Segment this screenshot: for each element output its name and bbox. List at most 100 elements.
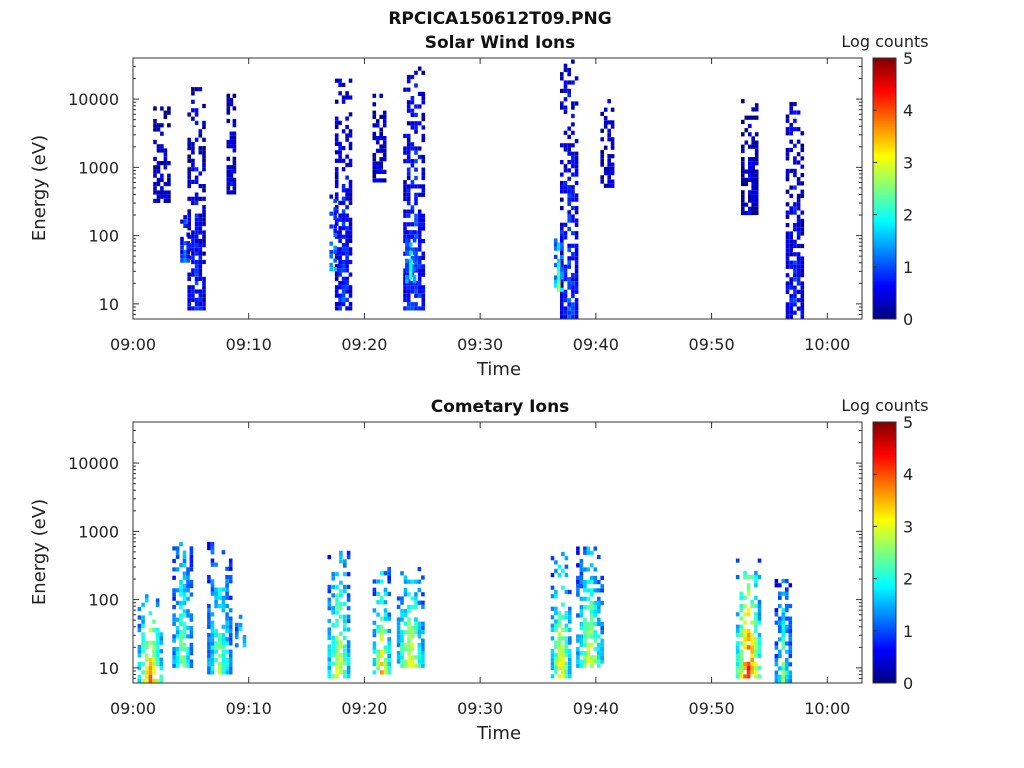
- heatmap-cell: [417, 306, 422, 311]
- heatmap-cell: [148, 661, 153, 667]
- heatmap-cell: [346, 597, 351, 602]
- heatmap-cell: [327, 631, 332, 636]
- heatmap-cell: [187, 167, 191, 172]
- heatmap-cell: [189, 613, 194, 618]
- heatmap-cell: [380, 653, 384, 658]
- heatmap-cell: [207, 657, 211, 663]
- heatmap-cell: [571, 314, 575, 319]
- heatmap-cell: [568, 653, 572, 658]
- heatmap-cell: [372, 169, 377, 174]
- heatmap-cell: [214, 628, 218, 634]
- heatmap-cell: [194, 112, 199, 117]
- heatmap-cell: [383, 571, 388, 576]
- heatmap-cell: [348, 78, 353, 83]
- heatmap-cell: [379, 114, 383, 119]
- heatmap-cell: [327, 648, 332, 653]
- heatmap-cell: [744, 177, 749, 182]
- heatmap-cell: [597, 646, 601, 652]
- heatmap-cell: [563, 264, 568, 269]
- heatmap-cell: [739, 670, 744, 675]
- heatmap-cell: [774, 658, 779, 663]
- heatmap-cell: [757, 649, 762, 654]
- heatmap-cell: [567, 285, 571, 290]
- heatmap-cell: [560, 226, 564, 232]
- heatmap-cell: [421, 159, 426, 164]
- heatmap-cell: [345, 281, 349, 286]
- heatmap-cell: [789, 248, 793, 253]
- heatmap-cell: [576, 646, 580, 652]
- heatmap-cell: [403, 188, 407, 193]
- heatmap-cell: [148, 678, 153, 683]
- heatmap-cell: [387, 641, 391, 646]
- heatmap-cell: [232, 148, 237, 153]
- heatmap-cell: [207, 662, 211, 667]
- heatmap-cell: [554, 623, 558, 628]
- heatmap-cell: [182, 634, 187, 639]
- heatmap-cell: [789, 243, 793, 249]
- heatmap-cell: [396, 655, 401, 660]
- heatmap-cell: [179, 659, 183, 664]
- heatmap-cell: [189, 651, 194, 656]
- heatmap-cell: [800, 264, 805, 269]
- heatmap-cell: [781, 579, 786, 584]
- heatmap-cell: [785, 239, 790, 244]
- heatmap-cell: [175, 646, 180, 652]
- heatmap-cell: [553, 238, 558, 243]
- heatmap-cell: [379, 136, 383, 141]
- heatmap-cell: [225, 575, 229, 580]
- heatmap-cell: [785, 662, 789, 667]
- heatmap-cell: [339, 593, 343, 598]
- heatmap-cell: [778, 604, 782, 609]
- heatmap-cell: [800, 281, 805, 286]
- heatmap-cell: [387, 649, 391, 654]
- heatmap-cell: [410, 663, 415, 668]
- heatmap-cell: [172, 651, 176, 656]
- heatmap-cell: [403, 663, 408, 668]
- heatmap-cell: [343, 572, 347, 577]
- heatmap-cell: [421, 125, 426, 130]
- heatmap-cell: [748, 161, 752, 166]
- heatmap-cell: [800, 143, 805, 148]
- heatmap-cell: [746, 587, 751, 592]
- heatmap-cell: [382, 178, 387, 183]
- heatmap-cell: [327, 555, 332, 560]
- heatmap-cell: [748, 206, 752, 211]
- heatmap-cell: [571, 130, 575, 135]
- heatmap-cell: [789, 210, 793, 215]
- heatmap-cell: [750, 661, 754, 667]
- heatmap-cell: [198, 264, 203, 269]
- heatmap-cell: [372, 178, 377, 183]
- heatmap-cell: [590, 655, 594, 660]
- heatmap-cell: [590, 621, 594, 626]
- heatmap-cell: [152, 640, 156, 645]
- x-tick-label: 09:20: [341, 335, 387, 354]
- heatmap-cell: [735, 558, 740, 563]
- heatmap-cell: [175, 626, 180, 631]
- heatmap-cell: [348, 162, 353, 168]
- heatmap-cell: [785, 595, 789, 600]
- heatmap-cell: [785, 281, 790, 286]
- heatmap-cell: [743, 570, 747, 576]
- heatmap-cell: [380, 629, 384, 634]
- heatmap-cell: [557, 615, 562, 620]
- heatmap-cell: [144, 678, 149, 683]
- heatmap-cell: [597, 621, 601, 626]
- heatmap-cell: [218, 653, 222, 658]
- heatmap-cell: [735, 641, 740, 646]
- heatmap-cell: [194, 108, 199, 113]
- heatmap-cell: [567, 210, 571, 215]
- heatmap-cell: [375, 123, 380, 128]
- heatmap-cell: [414, 192, 418, 197]
- heatmap-cell: [414, 592, 418, 597]
- heatmap-cell: [774, 612, 779, 617]
- heatmap-cell: [189, 634, 194, 639]
- heatmap-cell: [180, 236, 184, 241]
- cometary-colorbar: [872, 421, 897, 684]
- y-tick-label: 10000: [68, 454, 119, 473]
- heatmap-cell: [372, 93, 377, 98]
- heatmap-cell: [156, 182, 161, 187]
- heatmap-cell: [785, 649, 789, 654]
- heatmap-cell: [410, 659, 415, 664]
- heatmap-cell: [421, 188, 426, 193]
